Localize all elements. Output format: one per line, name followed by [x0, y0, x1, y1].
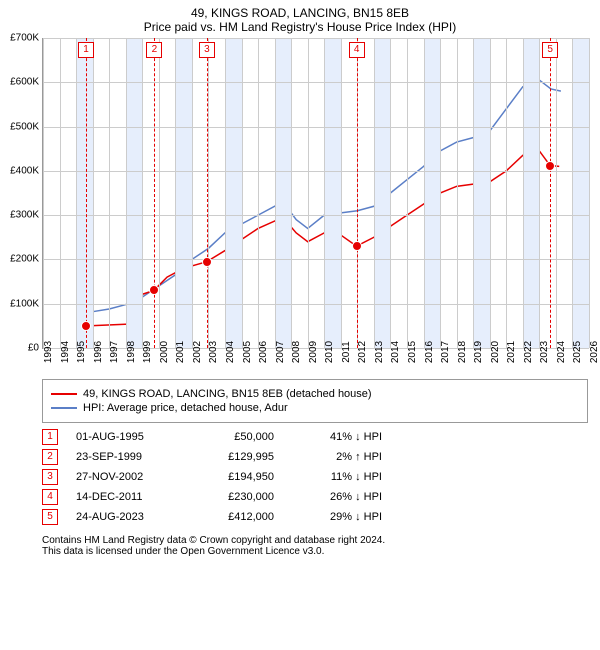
chart-title: 49, KINGS ROAD, LANCING, BN15 8EB: [0, 0, 600, 20]
y-axis-label: £100K: [10, 298, 43, 309]
x-axis-label: 2016: [424, 341, 435, 363]
sale-point: [202, 257, 212, 267]
x-axis-label: 2010: [324, 341, 335, 363]
event-diff: 41% ↓ HPI: [292, 431, 382, 443]
x-axis-label: 2018: [457, 341, 468, 363]
x-axis-label: 1994: [60, 341, 71, 363]
x-axis-label: 2011: [341, 341, 352, 363]
sale-point: [81, 321, 91, 331]
footer-line: This data is licensed under the Open Gov…: [42, 546, 588, 557]
y-axis-label: £500K: [10, 121, 43, 132]
legend-label: 49, KINGS ROAD, LANCING, BN15 8EB (detac…: [83, 388, 372, 400]
x-axis-label: 2025: [572, 341, 583, 363]
event-row: 5 24-AUG-2023 £412,000 29% ↓ HPI: [42, 509, 588, 525]
x-axis-label: 1999: [142, 341, 153, 363]
x-axis-label: 1998: [126, 341, 137, 363]
x-axis-label: 2008: [291, 341, 302, 363]
x-axis-label: 2023: [539, 341, 550, 363]
x-axis-label: 2006: [258, 341, 269, 363]
y-axis-label: £200K: [10, 254, 43, 265]
event-diff: 11% ↓ HPI: [292, 471, 382, 483]
plot-region: £0£100K£200K£300K£400K£500K£600K£700K199…: [42, 38, 589, 349]
x-axis-label: 2003: [208, 341, 219, 363]
event-price: £129,995: [194, 451, 274, 463]
event-row: 3 27-NOV-2002 £194,950 11% ↓ HPI: [42, 469, 588, 485]
y-axis-label: £0: [28, 343, 43, 354]
legend-swatch: [51, 393, 77, 395]
x-axis-label: 2007: [275, 341, 286, 363]
y-axis-label: £300K: [10, 210, 43, 221]
x-axis-label: 1996: [93, 341, 104, 363]
event-diff: 26% ↓ HPI: [292, 491, 382, 503]
event-price: £230,000: [194, 491, 274, 503]
x-axis-label: 2005: [242, 341, 253, 363]
x-axis-label: 2017: [440, 341, 451, 363]
event-row: 4 14-DEC-2011 £230,000 26% ↓ HPI: [42, 489, 588, 505]
x-axis-label: 2026: [589, 341, 600, 363]
events-table: 1 01-AUG-1995 £50,000 41% ↓ HPI 2 23-SEP-1999…: [42, 429, 588, 525]
event-diff: 29% ↓ HPI: [292, 511, 382, 523]
event-row: 1 01-AUG-1995 £50,000 41% ↓ HPI: [42, 429, 588, 445]
event-row: 2 23-SEP-1999 £129,995 2% ↑ HPI: [42, 449, 588, 465]
marker-box: 3: [199, 42, 215, 58]
x-axis-label: 2009: [308, 341, 319, 363]
x-axis-label: 2000: [159, 341, 170, 363]
marker-box: 1: [78, 42, 94, 58]
marker-box: 5: [542, 42, 558, 58]
legend-swatch: [51, 407, 77, 409]
sale-point: [352, 241, 362, 251]
x-axis-label: 2013: [374, 341, 385, 363]
event-num: 1: [42, 429, 58, 445]
legend-item-price: 49, KINGS ROAD, LANCING, BN15 8EB (detac…: [51, 388, 579, 400]
event-num: 3: [42, 469, 58, 485]
event-num: 2: [42, 449, 58, 465]
x-axis-label: 2020: [490, 341, 501, 363]
x-axis-label: 2012: [357, 341, 368, 363]
legend-item-hpi: HPI: Average price, detached house, Adur: [51, 402, 579, 414]
x-axis-label: 2002: [192, 341, 203, 363]
x-axis-label: 1993: [43, 341, 54, 363]
legend: 49, KINGS ROAD, LANCING, BN15 8EB (detac…: [42, 379, 588, 423]
x-axis-label: 2022: [523, 341, 534, 363]
x-axis-label: 2015: [407, 341, 418, 363]
x-axis-label: 2021: [506, 341, 517, 363]
marker-box: 4: [349, 42, 365, 58]
x-axis-label: 1997: [109, 341, 120, 363]
y-axis-label: £700K: [10, 33, 43, 44]
chart-subtitle: Price paid vs. HM Land Registry's House …: [0, 20, 600, 38]
event-diff: 2% ↑ HPI: [292, 451, 382, 463]
marker-box: 2: [146, 42, 162, 58]
event-date: 27-NOV-2002: [76, 471, 176, 483]
footer: Contains HM Land Registry data © Crown c…: [42, 535, 588, 557]
event-num: 4: [42, 489, 58, 505]
sale-point: [149, 285, 159, 295]
x-axis-label: 2024: [556, 341, 567, 363]
event-date: 23-SEP-1999: [76, 451, 176, 463]
legend-label: HPI: Average price, detached house, Adur: [83, 402, 288, 414]
event-num: 5: [42, 509, 58, 525]
event-price: £50,000: [194, 431, 274, 443]
event-date: 24-AUG-2023: [76, 511, 176, 523]
chart-area: £0£100K£200K£300K£400K£500K£600K£700K199…: [42, 38, 588, 349]
x-axis-label: 2014: [390, 341, 401, 363]
event-price: £412,000: [194, 511, 274, 523]
sale-point: [545, 161, 555, 171]
event-date: 14-DEC-2011: [76, 491, 176, 503]
y-axis-label: £400K: [10, 165, 43, 176]
x-axis-label: 2001: [175, 341, 186, 363]
event-price: £194,950: [194, 471, 274, 483]
x-axis-label: 2004: [225, 341, 236, 363]
footer-line: Contains HM Land Registry data © Crown c…: [42, 535, 588, 546]
y-axis-label: £600K: [10, 77, 43, 88]
x-axis-label: 2019: [473, 341, 484, 363]
event-date: 01-AUG-1995: [76, 431, 176, 443]
